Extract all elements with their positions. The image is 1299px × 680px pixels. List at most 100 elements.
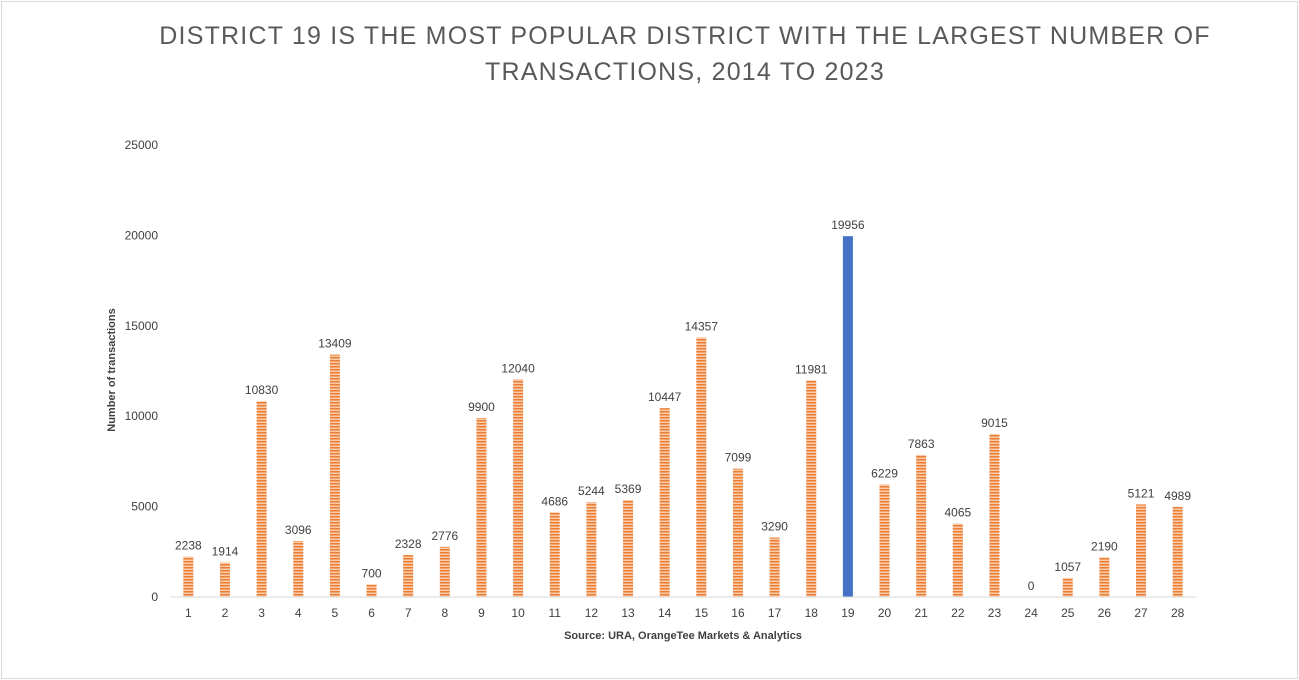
- bar-district-25: [1062, 577, 1073, 597]
- x-tick-label: 18: [805, 606, 819, 620]
- x-tick-label: 28: [1171, 606, 1185, 620]
- x-tick-label: 22: [951, 606, 965, 620]
- x-tick-label: 19: [841, 606, 855, 620]
- bar-district-9: [476, 418, 487, 597]
- bar-district-7: [403, 554, 414, 597]
- data-label-district-11: 4686: [541, 494, 568, 508]
- bar-district-13: [623, 499, 634, 597]
- data-labels: 2238 1914 10830 3096 13409 700 2328 2776 9900 120…: [175, 218, 1191, 593]
- data-label-district-24: 0: [1028, 579, 1035, 593]
- data-label-district-20: 6229: [871, 466, 898, 480]
- x-tick-label: 5: [332, 606, 339, 620]
- data-label-district-23: 9015: [981, 416, 1008, 430]
- x-tick-label: 25: [1061, 606, 1075, 620]
- bar-district-10: [513, 379, 524, 597]
- x-tick-label: 6: [368, 606, 375, 620]
- y-tick-label: 25000: [125, 138, 159, 152]
- y-axis-ticks: 0 5000 10000 15000 20000 25000: [125, 138, 159, 604]
- x-tick-label: 7: [405, 606, 412, 620]
- data-label-district-14: 10447: [648, 390, 682, 404]
- x-tick-label: 12: [585, 606, 599, 620]
- bar-district-16: [732, 468, 743, 597]
- bar-district-23: [989, 434, 1000, 597]
- bar-district-26: [1099, 557, 1110, 597]
- bar-district-12: [586, 502, 597, 597]
- x-tick-label: 21: [914, 606, 928, 620]
- data-label-district-21: 7863: [908, 437, 935, 451]
- y-tick-label: 15000: [125, 319, 159, 333]
- data-label-district-18: 11981: [795, 362, 828, 376]
- x-tick-label: 9: [478, 606, 485, 620]
- data-label-district-5: 13409: [318, 337, 352, 351]
- x-tick-label: 1: [185, 606, 192, 620]
- data-label-district-1: 2238: [175, 539, 202, 553]
- bar-district-4: [293, 541, 304, 597]
- bar-district-21: [916, 454, 927, 597]
- bar-district-2: [219, 562, 230, 597]
- bar-district-14: [659, 408, 670, 597]
- x-tick-label: 16: [731, 606, 745, 620]
- data-label-district-25: 1057: [1054, 560, 1081, 574]
- data-label-district-17: 3290: [761, 520, 788, 534]
- y-axis-label: Number of transactions: [106, 308, 118, 431]
- bar-district-5: [329, 354, 340, 597]
- bar-district-27: [1136, 504, 1147, 597]
- data-label-district-27: 5121: [1128, 486, 1155, 500]
- data-label-district-16: 7099: [725, 451, 752, 465]
- x-tick-label: 4: [295, 606, 302, 620]
- x-tick-label: 3: [258, 606, 265, 620]
- x-tick-label: 15: [695, 606, 709, 620]
- data-label-district-9: 9900: [468, 400, 495, 414]
- x-axis-ticks: 1 2 3 4 5 6 7 8 9 10 11 12 13 14 15 16 17 18 19 20 21 22 23 24 2…: [185, 606, 1185, 620]
- bar-district-11: [549, 512, 560, 597]
- x-tick-label: 13: [621, 606, 635, 620]
- data-label-district-7: 2328: [395, 537, 422, 551]
- data-label-district-10: 12040: [501, 361, 535, 375]
- x-tick-label: 10: [511, 606, 525, 620]
- x-tick-label: 27: [1134, 606, 1148, 620]
- y-tick-label: 20000: [125, 228, 159, 242]
- y-tick-label: 0: [151, 590, 158, 604]
- bars: [183, 236, 1183, 597]
- chart-title-line-2: TRANSACTIONS, 2014 TO 2023: [485, 58, 885, 86]
- bar-district-19: [842, 236, 853, 597]
- bar-district-20: [879, 484, 890, 597]
- data-label-district-15: 14357: [685, 319, 719, 333]
- data-label-district-13: 5369: [615, 482, 642, 496]
- x-tick-label: 26: [1098, 606, 1112, 620]
- y-tick-label: 5000: [131, 500, 158, 514]
- x-tick-label: 23: [988, 606, 1002, 620]
- data-label-district-22: 4065: [944, 506, 971, 520]
- data-label-district-4: 3096: [285, 523, 312, 537]
- bar-district-28: [1172, 506, 1183, 597]
- bar-district-15: [696, 337, 707, 597]
- x-tick-label: 11: [549, 606, 562, 620]
- x-tick-label: 20: [878, 606, 892, 620]
- bar-district-6: [366, 584, 377, 597]
- data-label-district-8: 2776: [431, 529, 458, 543]
- x-tick-label: 8: [441, 606, 448, 620]
- data-label-district-12: 5244: [578, 484, 605, 498]
- chart-title-line-1: DISTRICT 19 IS THE MOST POPULAR DISTRICT…: [159, 22, 1211, 50]
- bar-district-18: [806, 380, 817, 597]
- data-label-district-19: 19956: [831, 218, 865, 232]
- data-label-district-6: 700: [362, 566, 382, 580]
- x-tick-label: 24: [1024, 606, 1038, 620]
- x-axis-source-label: Source: URA, OrangeTee Markets & Analyti…: [564, 630, 802, 642]
- data-label-district-28: 4989: [1164, 489, 1191, 503]
- x-tick-label: 2: [222, 606, 229, 620]
- data-label-district-3: 10830: [245, 383, 279, 397]
- data-label-district-2: 1914: [212, 544, 239, 558]
- chart-title: DISTRICT 19 IS THE MOST POPULAR DISTRICT…: [0, 18, 1299, 90]
- bar-district-8: [439, 546, 450, 597]
- x-tick-label: 17: [768, 606, 782, 620]
- x-tick-label: 14: [658, 606, 672, 620]
- bar-district-3: [256, 401, 267, 597]
- bar-district-22: [952, 523, 963, 597]
- data-label-district-26: 2190: [1091, 539, 1118, 553]
- bar-district-1: [183, 556, 194, 597]
- bar-district-17: [769, 537, 780, 597]
- y-tick-label: 10000: [125, 409, 159, 423]
